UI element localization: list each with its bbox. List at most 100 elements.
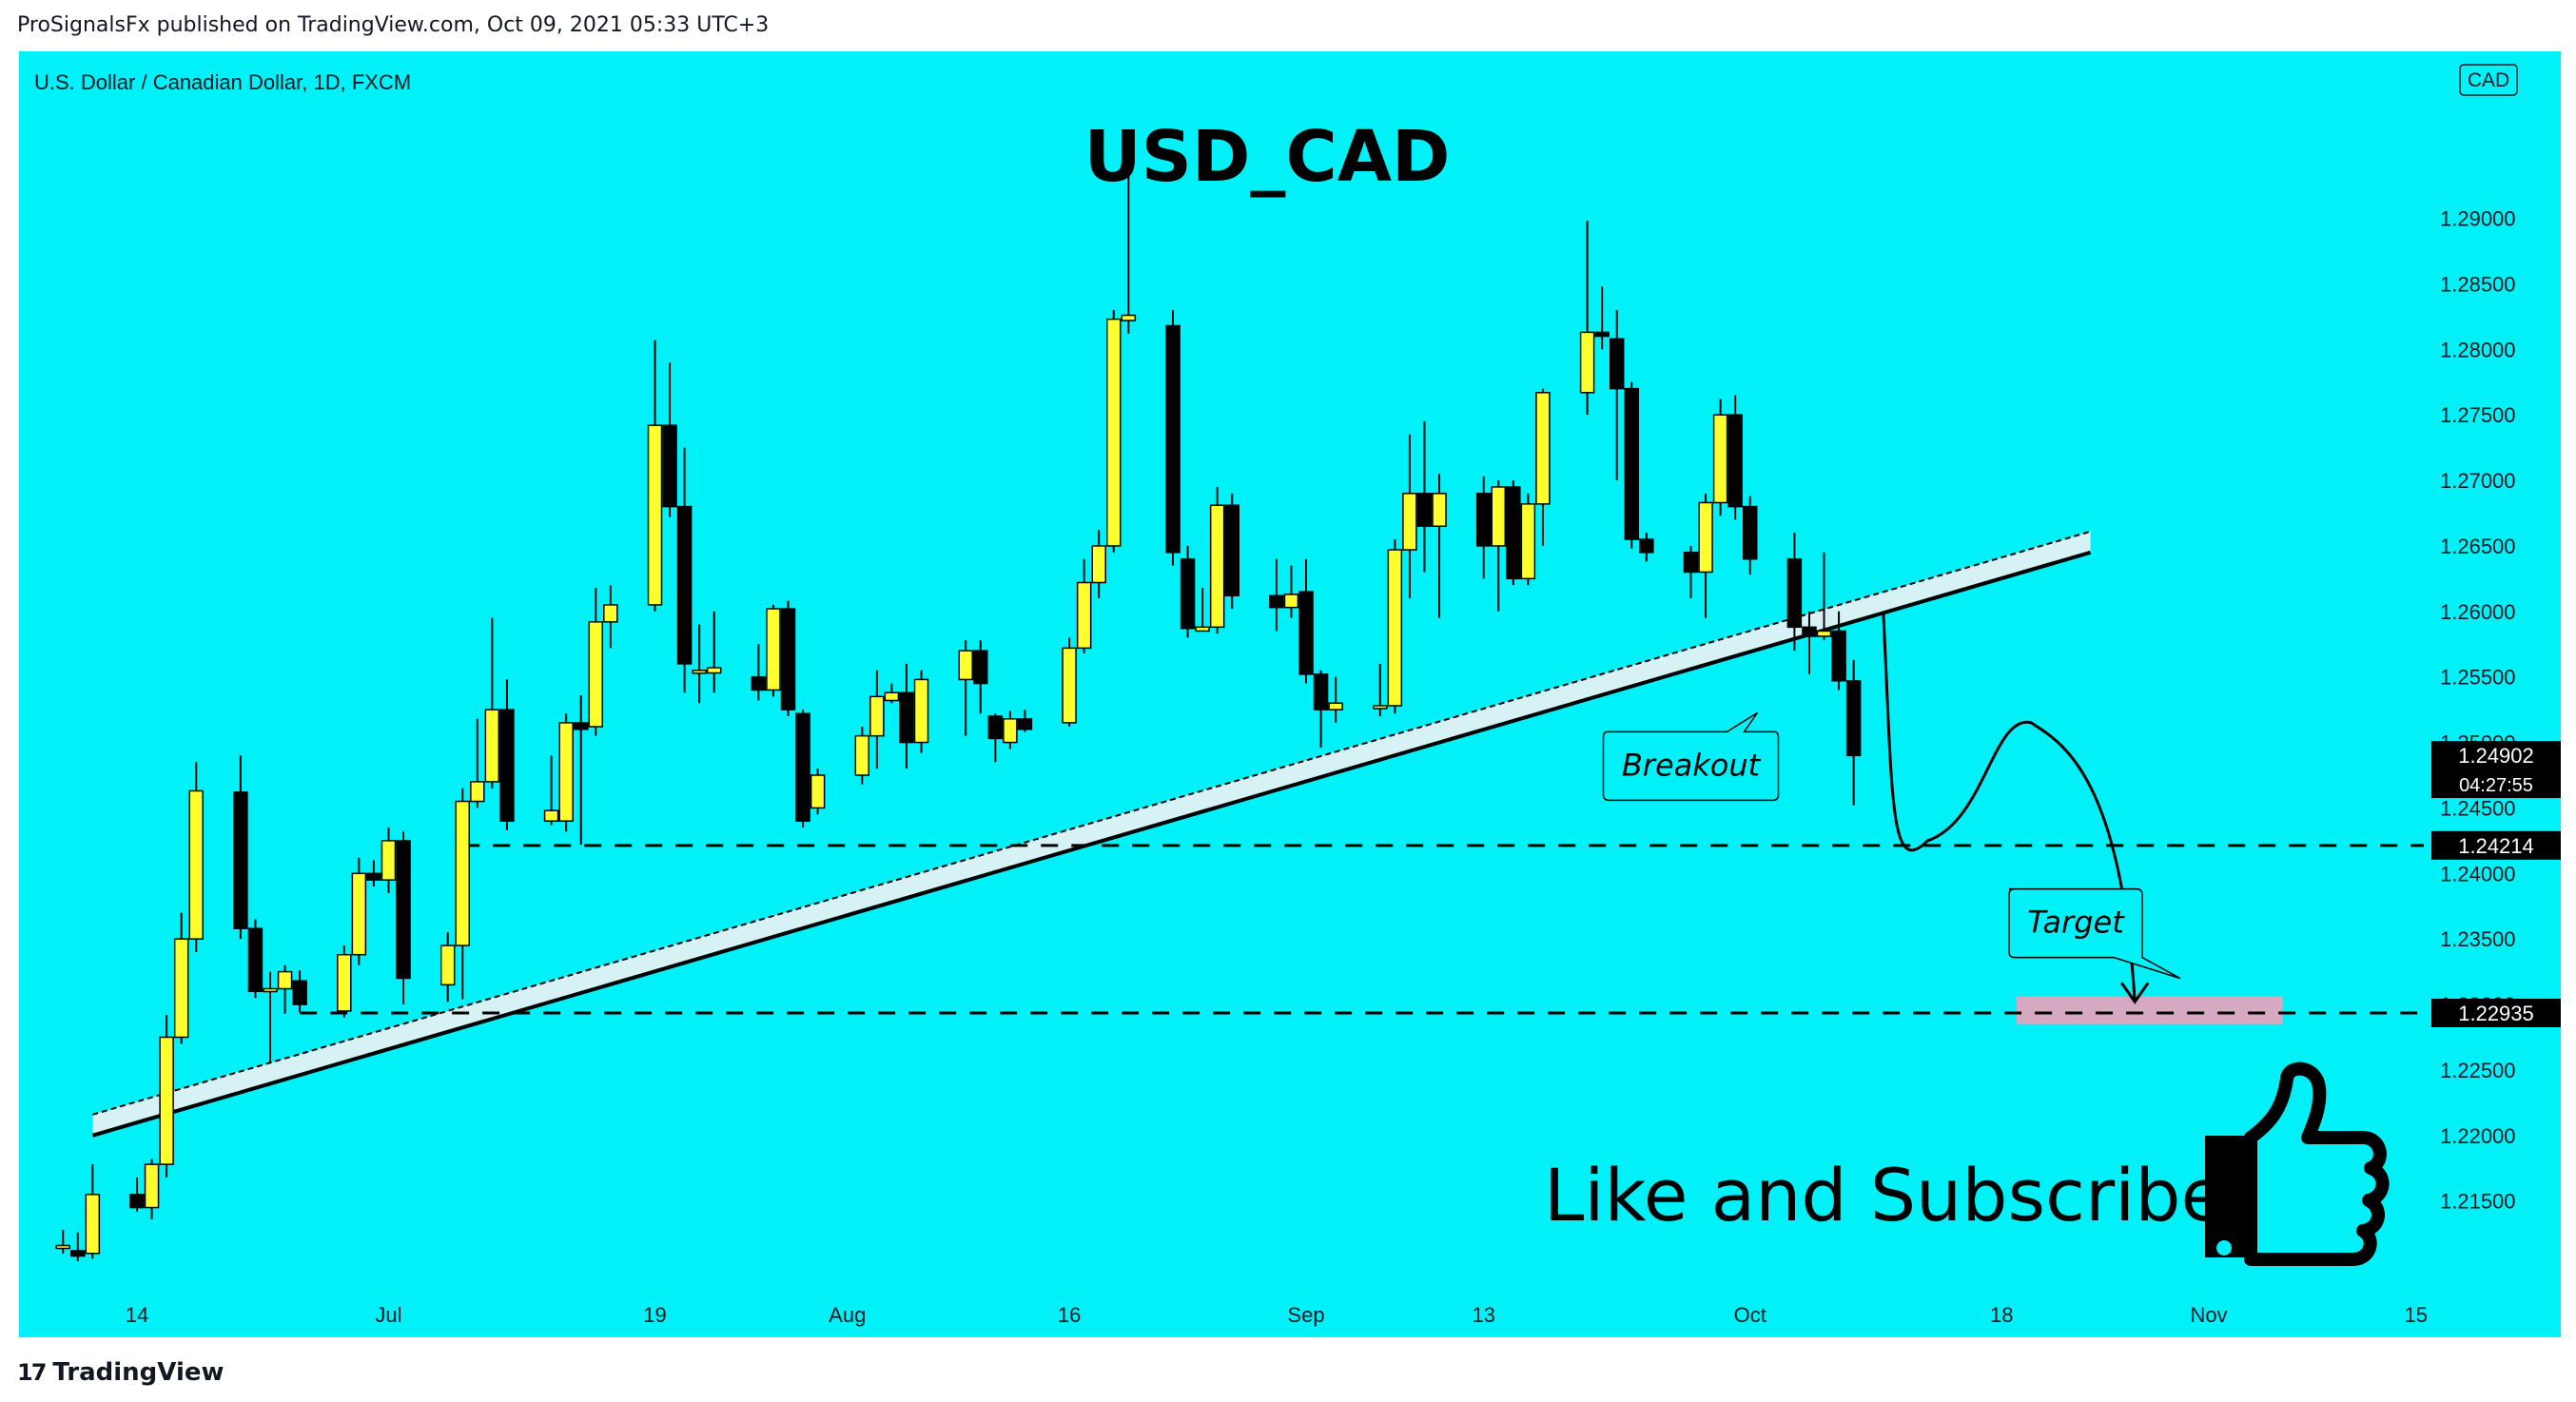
candle-body bbox=[173, 938, 189, 1039]
tradingview-logo[interactable]: 17 TradingView bbox=[17, 1358, 224, 1387]
candle-body bbox=[1328, 702, 1343, 711]
candle-body bbox=[1683, 552, 1699, 574]
candle-body bbox=[766, 608, 781, 691]
projection-arrow bbox=[1882, 611, 2150, 1004]
candle-body bbox=[1076, 581, 1092, 650]
x-tick-label: 16 bbox=[1058, 1303, 1081, 1327]
last-price-label: 1.24902 bbox=[2458, 744, 2534, 768]
candle-body bbox=[337, 953, 352, 1012]
x-tick-label: Oct bbox=[1734, 1303, 1766, 1327]
candle-body bbox=[1845, 680, 1862, 757]
candle-body bbox=[292, 980, 307, 1005]
candle-body bbox=[1802, 626, 1817, 637]
y-tick-label: 1.27500 bbox=[2440, 403, 2516, 427]
x-tick-label: Nov bbox=[2190, 1303, 2227, 1327]
x-tick-label: 13 bbox=[1472, 1303, 1494, 1327]
currency-badge-label: CAD bbox=[2468, 69, 2509, 91]
horizontal-levels bbox=[300, 844, 2424, 1024]
target-label: Target bbox=[2027, 905, 2125, 941]
candle-body bbox=[233, 791, 248, 929]
candle-body bbox=[55, 1244, 70, 1250]
candle-body bbox=[381, 840, 397, 881]
candle-body bbox=[70, 1250, 86, 1257]
candle-body bbox=[1224, 504, 1239, 597]
candle-body bbox=[277, 970, 293, 990]
candle-body bbox=[129, 1194, 145, 1209]
candle-body bbox=[913, 678, 929, 744]
candle-body bbox=[676, 505, 693, 665]
target-price-label: 1.22935 bbox=[2458, 1002, 2534, 1025]
candle-body bbox=[1727, 414, 1743, 508]
candle-body bbox=[263, 987, 278, 993]
candle-body bbox=[647, 424, 663, 606]
annotations: Breakout Target bbox=[1602, 711, 2181, 980]
candle-body bbox=[455, 800, 471, 946]
chart-background bbox=[19, 51, 2561, 1337]
candle-body bbox=[439, 944, 456, 986]
y-tick-label: 1.26000 bbox=[2440, 600, 2516, 624]
candle-body bbox=[1609, 338, 1625, 390]
y-tick-label: 1.26500 bbox=[2440, 535, 2516, 558]
trendline-line bbox=[91, 550, 2092, 1138]
trendline-upper-dashed bbox=[92, 530, 2091, 1116]
support-price-label: 1.24214 bbox=[2458, 834, 2534, 858]
candle-body bbox=[1594, 331, 1610, 338]
chart-title: USD_CAD bbox=[1084, 116, 1451, 198]
candle-body bbox=[1402, 493, 1417, 551]
chart-area[interactable]: U.S. Dollar / Canadian Dollar, 1D, FXCM … bbox=[19, 51, 2561, 1337]
trendline-band bbox=[92, 531, 2091, 1136]
candle-body bbox=[1624, 387, 1640, 540]
projection-path bbox=[1882, 611, 2137, 1003]
candle-body bbox=[1269, 594, 1284, 609]
candle-body bbox=[751, 675, 767, 691]
symbol-info: U.S. Dollar / Canadian Dollar, 1D, FXCM bbox=[34, 70, 411, 94]
candle-body bbox=[958, 650, 973, 681]
candle-body bbox=[1639, 538, 1654, 554]
candle-body bbox=[706, 667, 722, 674]
breakout-callout-box bbox=[1602, 711, 1780, 802]
y-tick-label: 1.21500 bbox=[2440, 1190, 2516, 1214]
candle-body bbox=[1491, 486, 1507, 547]
candle-body bbox=[1520, 503, 1536, 580]
candles bbox=[55, 152, 1862, 1262]
x-tick-label: 18 bbox=[1990, 1303, 2013, 1327]
x-tick-label: 19 bbox=[643, 1303, 666, 1327]
candle-body bbox=[1313, 673, 1329, 711]
candle-body bbox=[1816, 630, 1832, 637]
publisher-header: ProSignalsFx published on TradingView.co… bbox=[17, 13, 770, 37]
candle-body bbox=[499, 709, 515, 822]
candle-body bbox=[1432, 493, 1447, 528]
candle-body bbox=[558, 722, 574, 822]
currency-badge[interactable]: CAD bbox=[2459, 64, 2518, 96]
candle-body bbox=[396, 840, 411, 980]
candle-body bbox=[1742, 505, 1758, 560]
candle-body bbox=[1017, 717, 1033, 730]
candle-body bbox=[1416, 493, 1433, 528]
candle-body bbox=[1712, 414, 1728, 504]
y-axis: 1.29000 1.28500 1.28000 1.27500 1.27000 1.265… bbox=[2440, 207, 2516, 1214]
candle-body bbox=[854, 734, 870, 776]
x-tick-label: Jul bbox=[375, 1303, 401, 1327]
trendline[interactable] bbox=[91, 530, 2092, 1138]
candle-body bbox=[987, 715, 1004, 740]
candle-body bbox=[795, 712, 810, 822]
y-tick-label: 1.24500 bbox=[2440, 796, 2516, 820]
candle-body bbox=[1180, 557, 1196, 630]
support-price-label-bg bbox=[2431, 830, 2561, 860]
y-tick-label: 1.24000 bbox=[2440, 862, 2516, 886]
candle-body bbox=[470, 781, 485, 803]
candle-body bbox=[1506, 486, 1521, 580]
candle-body bbox=[159, 1036, 174, 1165]
candle-body bbox=[144, 1163, 160, 1209]
candle-body bbox=[366, 872, 381, 881]
candle-body bbox=[1387, 549, 1403, 707]
candle-body bbox=[662, 424, 677, 508]
target-callout-box bbox=[2008, 887, 2181, 980]
candle-body bbox=[1062, 647, 1077, 724]
candle-body bbox=[1475, 493, 1492, 547]
price-labels: 1.24902 04:27:55 1.24214 1.22935 bbox=[2431, 741, 2561, 1028]
last-price-label-bg bbox=[2431, 741, 2561, 799]
candle-body bbox=[973, 650, 988, 685]
y-tick-label: 1.22500 bbox=[2440, 1059, 2516, 1082]
breakout-label: Breakout bbox=[1622, 747, 1762, 783]
